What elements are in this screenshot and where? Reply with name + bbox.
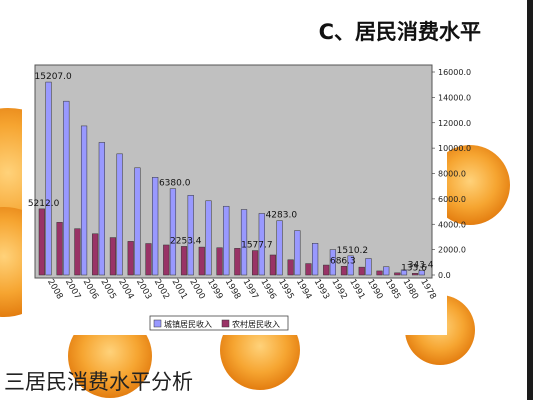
- right-edge-bar: [527, 0, 533, 400]
- legend-swatch: [221, 319, 230, 328]
- bar-rural-2001: [163, 244, 170, 276]
- y-tick-label: 6000.0: [438, 195, 466, 204]
- bar-rural-2005: [92, 233, 99, 276]
- data-label: 686.3: [330, 256, 356, 266]
- data-label: 343.4: [408, 261, 434, 271]
- bar-urban-1991: [347, 255, 354, 276]
- data-label: 133.6: [401, 263, 427, 273]
- bar-urban-2002: [152, 177, 159, 276]
- bar-urban-2001: [169, 188, 177, 276]
- bar-urban-1998: [223, 205, 230, 276]
- y-tick-label: 14000.0: [438, 93, 471, 102]
- y-tick-label: 2000.0: [438, 246, 466, 255]
- y-tick-label: 12000.0: [438, 119, 471, 128]
- y-tick-label: 10000.0: [438, 144, 471, 153]
- bar-rural-1991: [340, 266, 348, 276]
- bar-urban-2005: [98, 142, 105, 276]
- data-label: 2253.4: [170, 236, 202, 246]
- y-tick-label: 8000.0: [438, 170, 466, 179]
- bar-urban-2006: [80, 125, 88, 276]
- data-label: 5212.0: [28, 199, 60, 209]
- bar-urban-1992: [329, 249, 336, 276]
- bar-rural-1992: [323, 264, 330, 276]
- bars-group: [38, 81, 425, 276]
- bar-urban-1995: [276, 220, 283, 276]
- bar-urban-2007: [63, 100, 70, 276]
- legend: 城镇居民收入 农村居民收入: [149, 315, 289, 331]
- bar-urban-2003: [134, 167, 141, 276]
- y-tick-label: 0.0: [438, 271, 451, 280]
- bar-urban-2008: [45, 81, 52, 276]
- page-caption: 三居民消费水平分析: [4, 370, 193, 394]
- bar-urban-1993: [312, 243, 319, 276]
- bar-rural-2003: [127, 241, 134, 276]
- legend-label: 农村居民收入: [232, 319, 280, 329]
- data-label: 1577.7: [241, 241, 273, 251]
- bar-rural-2006: [74, 228, 81, 276]
- legend-swatch: [153, 319, 162, 328]
- data-label: 4283.0: [266, 211, 298, 221]
- bar-rural-2000: [180, 246, 188, 276]
- bar-rural-1993: [305, 263, 312, 276]
- bar-urban-2004: [116, 153, 123, 276]
- orange-slice-right: [430, 145, 510, 225]
- data-label: 1510.2: [337, 246, 369, 256]
- bar-urban-1985: [383, 266, 390, 276]
- bar-urban-1999: [205, 200, 212, 276]
- legend-box: [149, 315, 289, 331]
- bar-urban-1990: [365, 258, 372, 276]
- bar-urban-1980: [400, 269, 408, 276]
- bar-rural-2008: [38, 208, 45, 276]
- bar-rural-2002: [145, 243, 152, 276]
- chart-title: C、居民消费水平: [318, 20, 481, 44]
- bar-rural-1995: [269, 254, 276, 276]
- y-axis: 0.0 2000.0 4000.0 6000.0 8000.0 10000.0 12000.…: [432, 68, 471, 280]
- bar-urban-1996: [258, 213, 265, 276]
- bar-rural-2007: [56, 222, 63, 276]
- legend-label: 城镇居民收入: [164, 319, 212, 329]
- data-labels-group: 15207.0 5212.0 6380.0 2253.4 4283.0 1577.7 151…: [28, 72, 434, 273]
- y-tick-label: 4000.0: [438, 220, 466, 229]
- bar-rural-1999: [198, 246, 205, 276]
- bar-urban-1997: [240, 209, 248, 276]
- bar-rural-1978: [411, 273, 419, 276]
- bar-rural-1985: [376, 270, 383, 276]
- bar-rural-1990: [358, 266, 365, 276]
- bar-rural-1998: [216, 247, 223, 276]
- bar-rural-1994: [287, 259, 294, 276]
- bar-urban-1978: [418, 270, 425, 276]
- bar-rural-1997: [234, 248, 241, 276]
- data-label: 6380.0: [159, 179, 191, 189]
- data-label: 15207.0: [35, 72, 72, 82]
- bar-urban-2000: [187, 195, 194, 276]
- y-tick-label: 16000.0: [438, 68, 471, 77]
- bar-rural-1996: [252, 250, 259, 276]
- bar-rural-2004: [109, 237, 117, 276]
- bar-rural-1980: [394, 272, 401, 276]
- bar-urban-1994: [294, 230, 301, 276]
